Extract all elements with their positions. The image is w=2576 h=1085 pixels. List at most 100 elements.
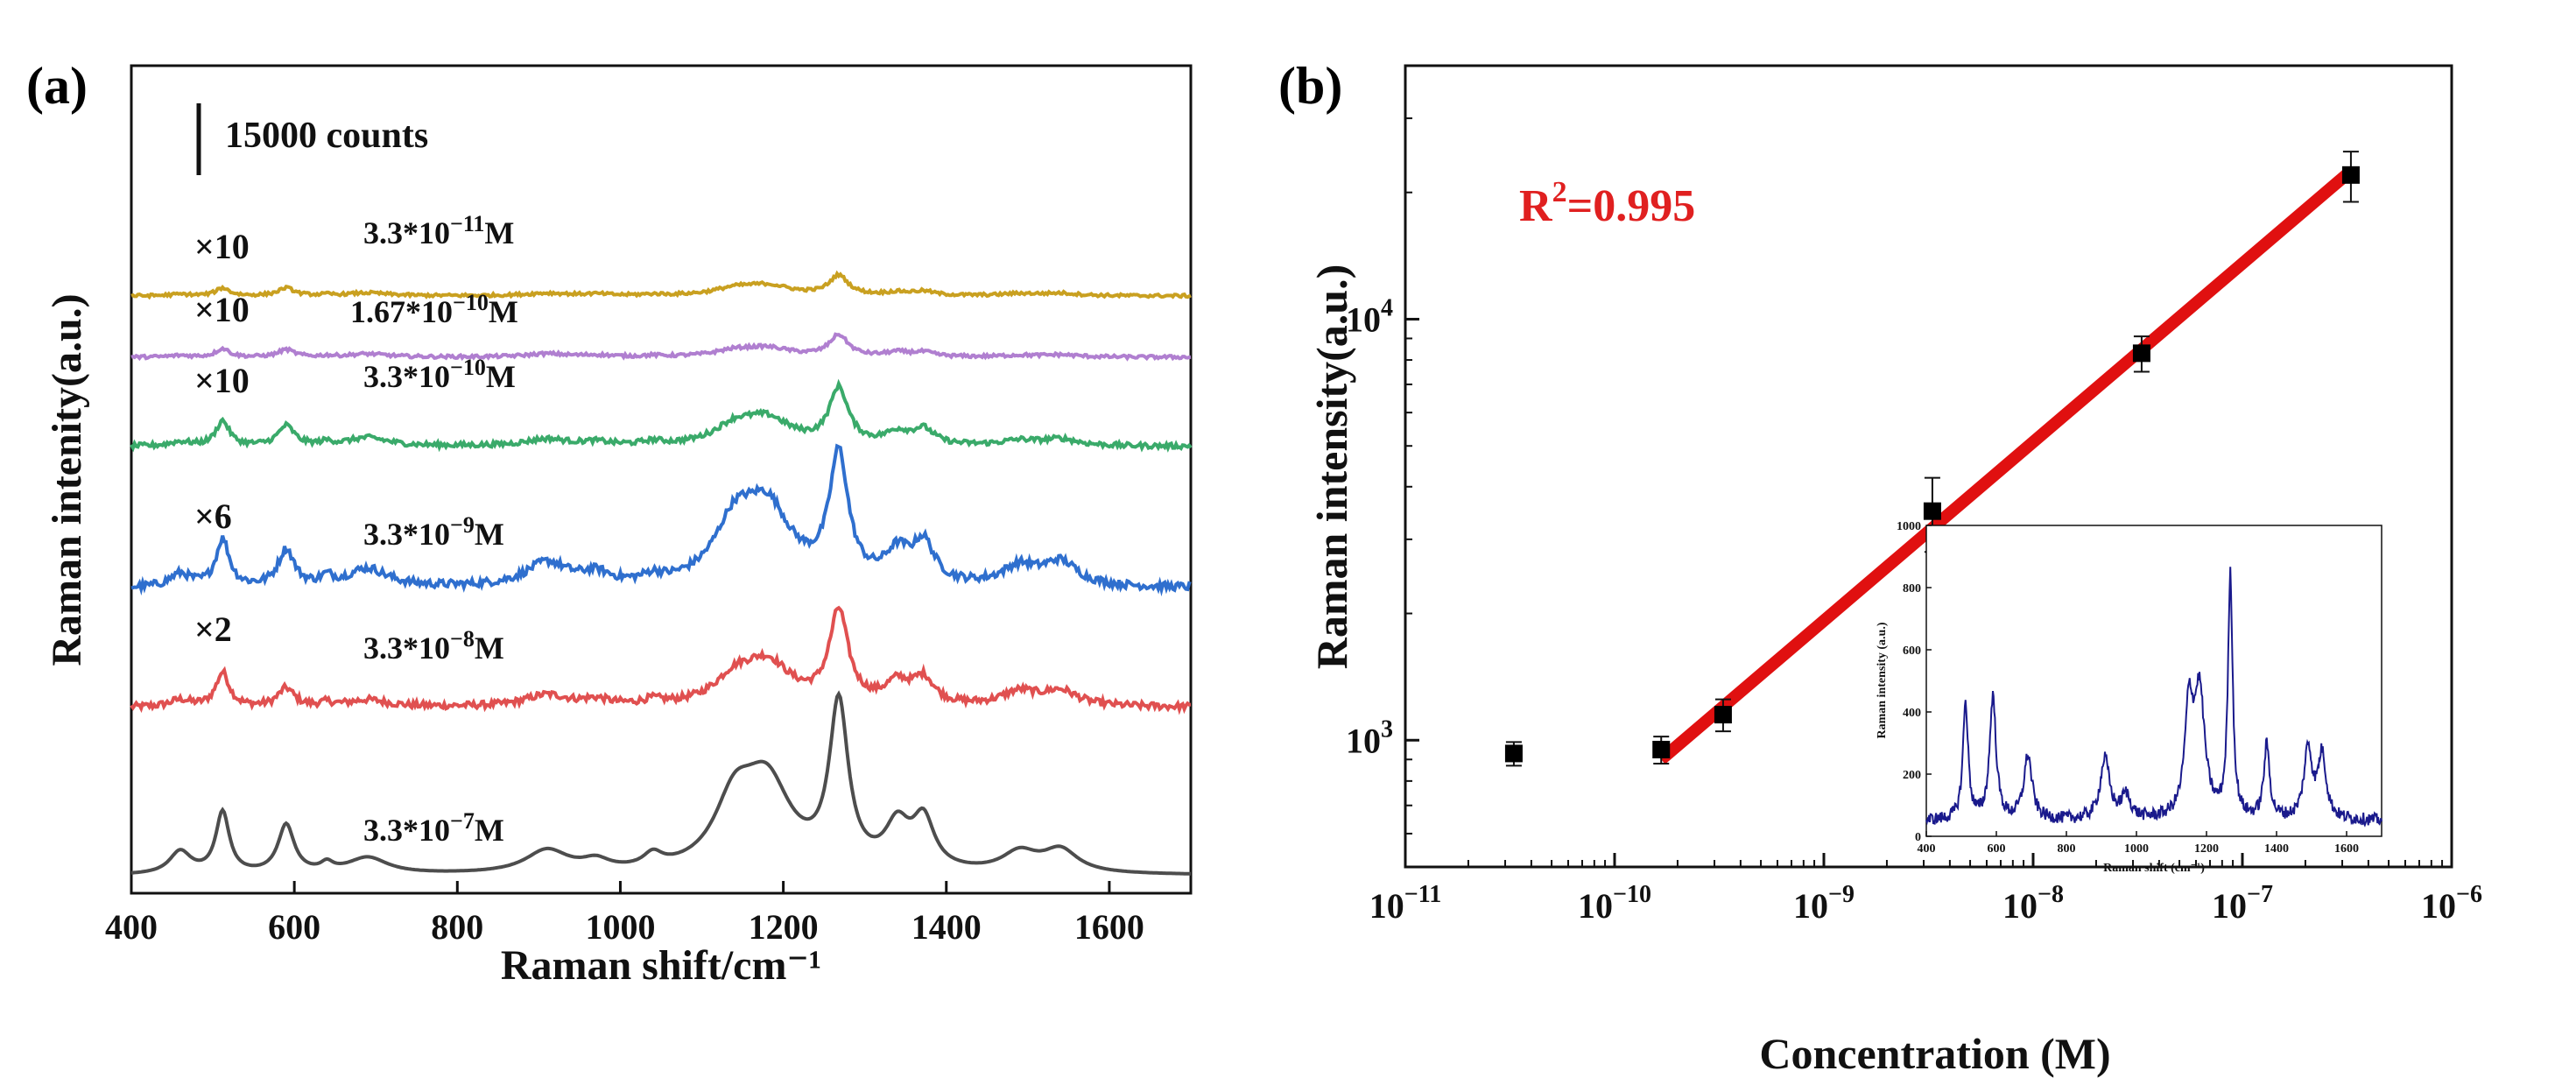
concentration-label-5: 3.3*10−11M [363,211,514,250]
panel-a-raman-spectra: (a) 15000 counts 400 600 800 1000 1200 1400 16… [26,57,1193,989]
inset-y-tick-label-1000: 1000 [1897,520,1921,533]
b-y-tick-label-1-part-1: 4 [1381,294,1393,321]
x-tick-label-400: 400 [105,907,158,947]
b-x-tick-label-2: 10−9 [1793,881,1855,926]
r-squared-superscript: 2 [1552,176,1567,208]
b-x-tick-label-1: 10−10 [1578,881,1651,926]
panel-a-trace-labels: 3.3*10−7M3.3*10−8M×23.3*10−9M×63.3*10−10… [194,211,518,848]
concentration-label-1-part-2: M [475,631,504,666]
r-squared-value: =0.995 [1567,181,1696,231]
concentration-label-4-part-0: 1.67*10 [350,294,453,329]
spectrum-trace-4 [130,332,1192,362]
inset-y-tick-label-800: 800 [1903,582,1921,595]
fit-line [1657,166,2355,764]
data-point-0 [1504,744,1523,763]
panel-b-plot-frame [1404,64,2453,869]
b-x-tick-label-5-part-0: 10 [2421,886,2456,926]
b-x-tick-label-3: 10−8 [2002,881,2064,926]
panel-b-fit-line [1657,166,2355,764]
multiplier-label-5: ×10 [194,227,250,266]
b-x-tick-label-5-part-1: −6 [2456,881,2482,908]
panel-a-y-axis-title: Raman intenity(a.u.) [44,293,90,666]
concentration-label-5-part-0: 3.3*10 [363,215,450,250]
inset-y-tick-label-400: 400 [1903,707,1921,720]
b-x-tick-label-0-part-0: 10 [1369,886,1404,926]
x-tick-label-800: 800 [431,907,483,947]
x-tick-label-600: 600 [268,907,320,947]
spectrum-trace-3 [130,378,1193,453]
panel-a-x-ticks: 400 600 800 1000 1200 1400 1600 [105,881,1144,947]
spectrum-trace-2 [130,443,1192,597]
spectrum-trace-0 [130,690,1191,876]
b-x-tick-label-4-part-1: −7 [2247,881,2273,908]
multiplier-label-4: ×10 [194,290,250,329]
inset-x-tick-label-1600: 1600 [2334,842,2359,856]
panel-b-y-axis-title: Raman intensity(a.u.) [1307,264,1356,670]
concentration-label-1: 3.3*10−8M [363,626,504,666]
inset-y-axis-title: Raman intensity (a.u.) [1876,622,1889,738]
concentration-label-1-part-1: −8 [450,626,475,652]
concentration-label-1-part-0: 3.3*10 [363,631,450,666]
b-x-tick-label-1-part-1: −10 [1613,881,1651,908]
multiplier-label-3: ×10 [194,361,250,400]
inset-ticks: 400 600 800 1000 1200 1400 1600 0 200 400 600 800 10… [1897,520,2359,856]
concentration-label-2-part-0: 3.3*10 [363,517,450,552]
multiplier-label-1: ×2 [194,609,232,649]
concentration-label-3: 3.3*10−10M [363,355,516,394]
concentration-label-3-part-0: 3.3*10 [363,359,450,394]
b-x-tick-label-2-part-1: −9 [1828,881,1855,908]
inset-y-tick-label-600: 600 [1903,645,1921,658]
concentration-label-2-part-1: −9 [450,512,475,538]
inset-spectrum-line [1925,567,2382,828]
concentration-label-4-part-1: −10 [453,290,489,315]
b-y-tick-label-1: 104 [1346,294,1393,339]
x-tick-label-1600: 1600 [1074,907,1144,947]
panel-a-tag: (a) [26,57,88,115]
x-tick-label-1000: 1000 [585,907,655,947]
b-x-tick-label-1-part-0: 10 [1578,886,1613,926]
concentration-label-0-part-2: M [475,813,504,848]
inset-frame [1925,525,2382,837]
data-point-3 [1923,502,1941,520]
concentration-label-0: 3.3*10−7M [363,808,504,848]
concentration-label-2-part-2: M [475,517,504,552]
inset-x-tick-label-800: 800 [2058,842,2076,856]
b-x-tick-label-0-part-1: −11 [1404,881,1441,908]
inset-x-tick-label-1000: 1000 [2124,842,2149,856]
b-x-tick-label-5: 10−6 [2421,881,2482,926]
concentration-label-3-part-1: −10 [450,355,486,380]
panel-a-plot-frame [130,64,1193,895]
r-squared-annotation: R2=0.995 [1519,176,1695,231]
panel-a-x-axis-title: Raman shift/cm⁻¹ [501,942,821,989]
inset-spectrum: 400 600 800 1000 1200 1400 1600 0 200 400 600 800 10… [1876,520,2382,875]
concentration-label-5-part-1: −11 [450,211,484,236]
x-tick-label-1400: 1400 [911,907,982,947]
data-point-4 [2132,344,2150,363]
concentration-label-0-part-1: −7 [450,808,475,834]
inset-y-tick-label-200: 200 [1903,769,1921,782]
b-x-tick-label-3-part-0: 10 [2002,886,2038,926]
panel-b-x-axis-title: Concentration (M) [1759,1029,2110,1078]
b-y-tick-label-0: 103 [1346,715,1393,760]
b-y-tick-label-0-part-1: 3 [1381,715,1393,743]
panel-b-tag: (b) [1278,57,1342,115]
concentration-label-4: 1.67*10−10M [350,290,518,329]
inset-x-axis-title: Raman shift (cm⁻¹) [2103,862,2205,875]
b-x-tick-label-4: 10−7 [2212,881,2273,926]
data-point-5 [2341,166,2360,184]
scale-bar-label: 15000 counts [225,116,428,156]
data-point-2 [1714,706,1732,724]
concentration-label-3-part-2: M [486,359,516,394]
x-tick-label-1200: 1200 [749,907,819,947]
inset-x-tick-label-1400: 1400 [2264,842,2289,856]
b-x-tick-label-3-part-1: −8 [2038,881,2064,908]
b-y-tick-label-1-part-0: 10 [1346,299,1381,339]
b-y-tick-label-0-part-0: 10 [1346,721,1381,760]
b-x-tick-label-0: 10−11 [1369,881,1441,926]
inset-x-tick-label-1200: 1200 [2194,842,2219,856]
multiplier-label-2: ×6 [194,497,232,536]
r-squared-prefix: R [1519,181,1553,231]
